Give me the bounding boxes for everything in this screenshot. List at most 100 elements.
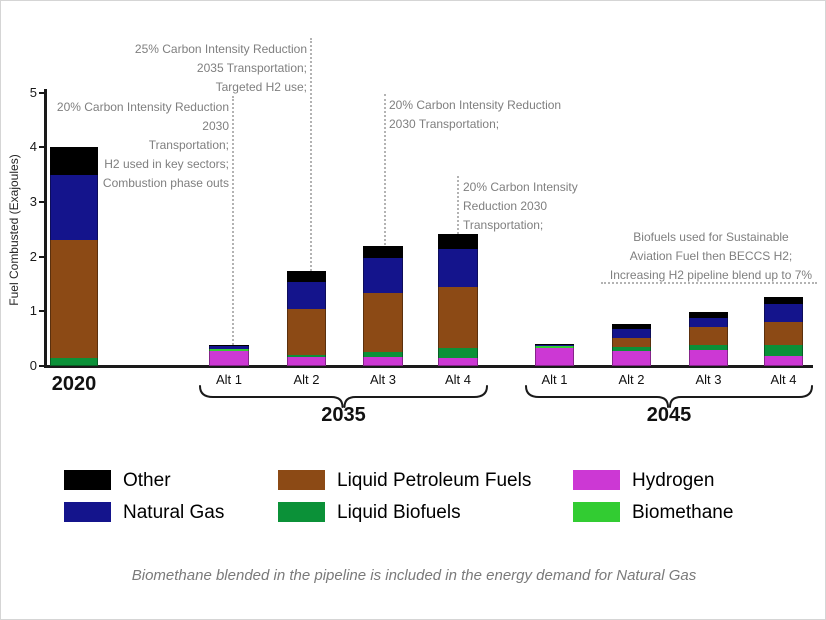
annotation-leader-line <box>310 38 312 271</box>
bar-2035-alt2 <box>287 271 326 366</box>
bar-2045-alt3 <box>689 311 728 366</box>
annotation-line: 2030 Transportation; <box>389 117 500 131</box>
bar-2035-alt1 <box>209 345 249 366</box>
x-tick-label: Alt 3 <box>369 372 396 387</box>
annotation-leader-line <box>457 176 459 234</box>
group-label-2045: 2045 <box>646 404 692 426</box>
annotation-0: 20% Carbon Intensity Reduction 2030 Transp… <box>1 98 229 193</box>
bar-segment-natural-gas <box>50 174 98 241</box>
y-tick-mark <box>39 146 45 149</box>
legend: Other Natural Gas Liquid Petroleum Fuels Li… <box>1 459 825 539</box>
legend-swatch <box>64 502 111 522</box>
bar-segment-hydrogen <box>689 350 728 366</box>
x-tick-label: Alt 3 <box>695 372 722 387</box>
annotation-line: H2 used in key sectors; <box>104 157 229 171</box>
annotation-line: Increasing H2 pipeline blend up to 7% <box>609 268 813 282</box>
bar-segment-liquid-petroleum-fuels <box>50 240 98 358</box>
bar-segment-liquid-biofuels <box>689 345 728 351</box>
group-brace-2035 <box>199 385 488 408</box>
bar-2035-alt4 <box>438 234 478 366</box>
bar-segment-natural-gas <box>612 328 651 338</box>
bar-segment-natural-gas <box>438 249 478 287</box>
annotation-leader-line <box>232 96 234 345</box>
caption: Biomethane blended in the pipeline is in… <box>131 567 697 584</box>
bar-segment-liquid-biofuels <box>50 357 98 366</box>
x-tick-label: Alt 2 <box>618 372 645 387</box>
annotation-line: 20% Carbon Intensity Reduction <box>389 98 562 112</box>
bar-segment-liquid-petroleum-fuels <box>287 309 326 356</box>
annotation-2: 20% Carbon Intensity Reduction 2030 Trans… <box>389 96 689 134</box>
bar-segment-liquid-biofuels <box>363 351 403 357</box>
y-tick-label: 4 <box>29 139 37 155</box>
annotation-line: Transportation; <box>463 218 544 232</box>
annotation-line: 2030 <box>202 119 229 133</box>
bar-segment-other <box>689 311 728 318</box>
bar-segment-natural-gas <box>535 344 574 347</box>
y-tick-mark <box>39 365 45 367</box>
bar-segment-liquid-petroleum-fuels <box>438 286 478 349</box>
group-brace-2045 <box>525 385 813 408</box>
x-tick-label: Alt 1 <box>541 372 568 387</box>
legend-label: Other <box>123 470 171 491</box>
annotation-4: Biofuels used for Sustainable Aviation Fu… <box>561 228 825 285</box>
legend-swatch <box>64 470 111 490</box>
y-tick-label: 3 <box>29 193 37 209</box>
bar-segment-biomethane <box>535 346 574 349</box>
x-tick-label: Alt 4 <box>444 372 471 387</box>
bar-segment-other <box>438 234 478 250</box>
bar-2020-2020 <box>50 147 98 366</box>
bar-segment-liquid-biofuels <box>438 348 478 359</box>
bar-segment-hydrogen <box>535 348 574 366</box>
bar-segment-liquid-petroleum-fuels <box>612 337 651 348</box>
bar-segment-hydrogen <box>363 356 403 366</box>
y-tick-label: 0 <box>29 358 37 373</box>
bar-segment-natural-gas <box>764 304 803 322</box>
annotation-1: 25% Carbon Intensity Reduction 2035 Trans… <box>7 40 307 97</box>
annotation-line: 25% Carbon Intensity Reduction <box>134 42 307 56</box>
bar-segment-other <box>363 245 403 259</box>
bar-segment-liquid-petroleum-fuels <box>764 321 803 346</box>
x-axis-line <box>44 365 813 368</box>
legend-label: Liquid Petroleum Fuels <box>337 470 532 491</box>
annotation-line: Reduction 2030 <box>463 199 548 213</box>
annotation-line: Biofuels used for Sustainable <box>633 230 789 244</box>
annotation-line: 20% Carbon Intensity <box>463 180 578 194</box>
annotation-leader-line <box>384 94 386 245</box>
y-tick-mark <box>39 200 45 203</box>
bar-segment-other <box>209 345 249 347</box>
bar-segment-liquid-biofuels <box>287 355 326 357</box>
bar-2045-alt2 <box>612 324 651 366</box>
annotation-line: Transportation; <box>148 138 229 152</box>
bar-segment-other <box>535 343 574 345</box>
annotation-line: 2035 Transportation; <box>196 61 307 75</box>
bar-segment-liquid-petroleum-fuels <box>689 326 728 346</box>
y-tick-mark <box>39 310 45 313</box>
legend-label: Natural Gas <box>123 502 225 523</box>
bar-segment-natural-gas <box>287 282 326 310</box>
bar-segment-hydrogen <box>287 356 326 366</box>
group-label-2020: 2020 <box>51 373 97 395</box>
annotation-line: Aviation Fuel then BECCS H2; <box>629 249 793 263</box>
legend-swatch <box>573 502 620 522</box>
y-tick-mark <box>39 91 45 94</box>
legend-label: Liquid Biofuels <box>337 502 461 523</box>
bar-segment-other <box>612 324 651 329</box>
y-tick-label: 1 <box>29 303 37 319</box>
annotation-3: 20% Carbon Intensity Reduction 2030 Transp… <box>463 178 763 235</box>
bar-segment-liquid-biofuels <box>612 347 651 351</box>
bar-segment-natural-gas <box>689 317 728 327</box>
y-tick-label: 5 <box>29 84 37 100</box>
legend-swatch <box>278 470 325 490</box>
annotation-line: Combustion phase outs <box>102 176 229 190</box>
group-label-2035: 2035 <box>321 404 366 426</box>
x-tick-label: Alt 1 <box>215 372 242 387</box>
plot-area: Fuel Combusted (Exajoules) 0 1 2 3 4 5 Alt 1 Al… <box>1 1 825 461</box>
bar-2045-alt4 <box>764 296 803 366</box>
bar-segment-other <box>764 296 803 305</box>
bar-segment-hydrogen <box>764 355 803 366</box>
bar-segment-natural-gas <box>209 346 249 350</box>
bar-segment-hydrogen <box>438 358 478 366</box>
y-tick-label: 2 <box>29 248 37 264</box>
bar-segment-other <box>287 271 326 283</box>
x-tick-label: Alt 4 <box>770 372 797 387</box>
